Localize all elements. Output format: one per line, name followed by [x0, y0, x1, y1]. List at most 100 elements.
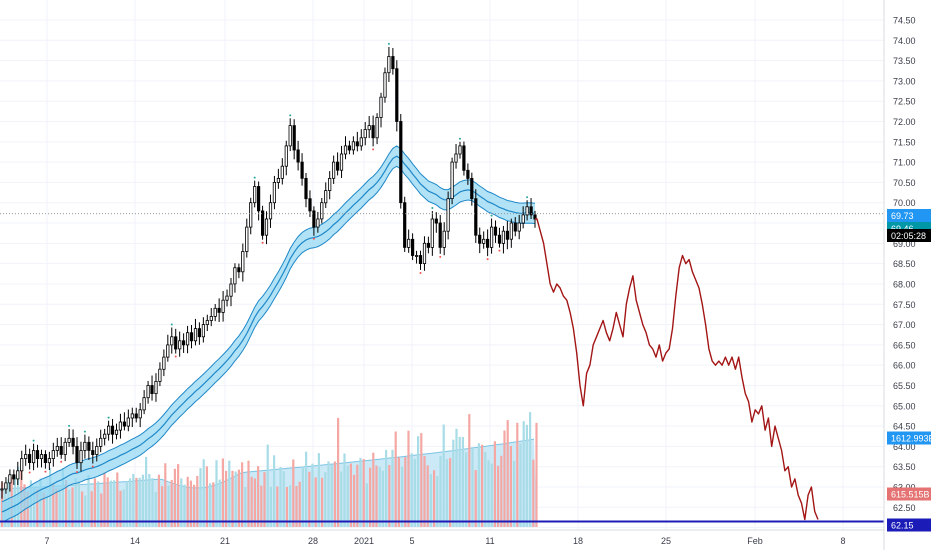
volume-bar	[141, 474, 144, 527]
volume-bar	[161, 486, 164, 527]
volume-bar	[484, 452, 487, 527]
volume-bar	[529, 412, 532, 527]
volume-bar	[26, 491, 29, 527]
volume-bar	[103, 472, 106, 527]
volume-bar	[74, 478, 77, 527]
candle-body	[335, 161, 340, 171]
candle-body	[371, 125, 375, 139]
volume-bar	[330, 464, 333, 527]
candle-body	[430, 218, 434, 248]
volume-bar	[196, 475, 199, 527]
y-axis-tick-label: 73.00	[893, 76, 916, 86]
volume-bar	[410, 453, 413, 527]
candle-body	[312, 210, 316, 228]
candle-body	[501, 230, 506, 244]
price-tag-countdown-bg	[887, 229, 931, 242]
volume-bar	[151, 478, 154, 527]
volume-bar	[311, 463, 314, 527]
candle-body	[391, 56, 395, 70]
candle-body	[103, 433, 107, 439]
candle-body	[221, 299, 225, 313]
volume-bar	[298, 481, 301, 527]
volume-tag-last-text: 615.515B	[891, 490, 930, 500]
volume-bar	[215, 460, 218, 527]
candle-body	[142, 397, 146, 411]
volume-bar	[68, 489, 71, 527]
volume-bar	[289, 485, 292, 527]
candle-body	[284, 145, 288, 167]
candle-body	[8, 474, 12, 484]
volume-bar	[337, 417, 340, 527]
volume-bar	[285, 487, 288, 527]
candle-body	[217, 307, 221, 313]
y-axis-tick-label: 72.50	[893, 97, 916, 107]
candle-body	[268, 202, 273, 220]
candle-body	[213, 307, 217, 317]
candle-body	[193, 328, 198, 342]
volume-bar	[71, 487, 74, 527]
price-tag-current: 69.73	[887, 209, 931, 222]
volume-bar	[535, 422, 538, 527]
volume-bar	[308, 471, 311, 527]
volume-bar	[509, 446, 512, 527]
candle-body	[478, 234, 482, 244]
candle-body	[489, 226, 494, 248]
candlestick-series	[0, 42, 537, 499]
y-axis-tick-label: 66.00	[893, 361, 916, 371]
fractal-high-marker	[490, 214, 493, 217]
fractal-low-marker	[60, 460, 63, 463]
volume-bar	[474, 470, 477, 527]
candle-body	[529, 206, 533, 216]
candle-body	[174, 336, 178, 350]
band-lower-line	[1, 165, 536, 523]
volume-bar	[445, 459, 448, 527]
volume-bar	[532, 459, 535, 527]
x-axis-tick-label: 7	[44, 536, 49, 546]
candle-body	[122, 421, 126, 427]
y-axis-tick-label: 62.50	[893, 503, 916, 513]
volume-bar	[356, 464, 359, 527]
candle-body	[32, 450, 36, 464]
y-axis-tick-label: 66.50	[893, 340, 916, 350]
candle-body	[12, 474, 16, 480]
candle-body	[316, 218, 320, 228]
candle-body	[43, 454, 48, 464]
y-axis-tick-label: 71.50	[893, 137, 916, 147]
x-axis-tick-label: 8	[840, 536, 845, 546]
volume-bar	[205, 466, 208, 527]
fractal-low-marker	[439, 255, 442, 258]
volume-bar	[375, 465, 378, 527]
candle-body	[87, 441, 91, 451]
candle-body	[482, 238, 486, 244]
volume-bar	[397, 457, 400, 527]
fractal-low-marker	[372, 148, 375, 151]
y-axis-tick-label: 67.50	[893, 300, 916, 310]
candle-body	[134, 413, 138, 419]
volume-bar	[516, 422, 519, 527]
candle-body	[395, 68, 399, 122]
candle-body	[296, 149, 300, 163]
y-axis-tick-label: 73.50	[893, 56, 916, 66]
candle-body	[363, 129, 367, 139]
candle-body	[0, 488, 4, 491]
volume-bar	[97, 481, 100, 527]
volume-bar	[173, 468, 176, 527]
volume-bar	[305, 451, 308, 527]
volume-bar	[321, 477, 324, 527]
candle-body	[185, 332, 190, 346]
volume-bar	[465, 452, 468, 527]
moving-average-band	[1, 145, 536, 523]
candle-body	[99, 437, 103, 447]
volume-bar	[100, 493, 103, 527]
x-axis-tick-label: 5	[409, 536, 414, 546]
volume-bar	[193, 484, 196, 527]
y-axis-tick-label: 68.00	[893, 279, 916, 289]
y-axis-tick-label: 70.50	[893, 178, 916, 188]
candle-body	[328, 177, 332, 191]
candle-body	[4, 482, 8, 490]
y-axis-tick-label: 65.00	[893, 401, 916, 411]
candle-body	[158, 368, 162, 382]
volume-bar	[519, 443, 522, 527]
